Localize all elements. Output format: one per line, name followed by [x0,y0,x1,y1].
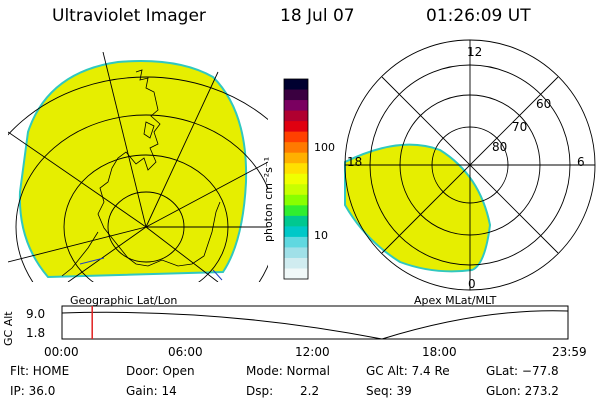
lat-label-60: 60 [536,97,551,111]
altitude-xtick-1200: 12:00 [295,345,330,359]
colorbar-segment [284,257,308,269]
colorbar-segment [284,142,308,154]
apex-polar-map: 12 18 6 0 60 70 80 [344,39,596,291]
colorbar-segment [284,89,308,101]
altitude-xtick-0000: 00:00 [44,345,79,359]
geographic-map [8,52,268,282]
instrument-title: Ultraviolet Imager [52,6,206,26]
status-glat: GLat: −77.8 [486,364,559,378]
geo-map-label: Geographic Lat/Lon [70,294,178,307]
altitude-xtick-1800: 18:00 [422,345,457,359]
colorbar-segment [284,110,308,122]
colorbar-segment [284,194,308,206]
colorbar-segment [284,247,308,259]
colorbar-segment [284,121,308,133]
mlt-label-0: 0 [468,277,476,291]
status-glon: GLon: 273.2 [486,384,559,398]
colorbar-unit-label: photon cm⁻²s⁻¹ [262,156,275,242]
colorbar-tick-10: 10 [314,229,328,242]
altitude-plot [61,305,569,340]
colorbar-segment [284,79,308,91]
status-dsp-value: 2.2 [300,384,320,398]
lat-label-70: 70 [512,120,527,134]
status-dsp-label: Dsp: [246,384,274,398]
colorbar-segment [284,173,308,185]
lat-label-80: 80 [492,140,507,154]
mlt-label-18: 18 [347,155,362,169]
status-gc-alt: GC Alt: 7.4 Re [366,364,450,378]
altitude-ytick-low: 1.8 [26,326,46,340]
status-gain: Gain: 14 [126,384,177,398]
colorbar-segment [284,215,308,227]
color-scale-bar [283,78,309,280]
colorbar-segment [284,205,308,217]
colorbar-tick-100: 100 [314,141,335,154]
altitude-ytick-high: 9.0 [26,307,46,321]
altitude-xtick-0600: 06:00 [168,345,203,359]
status-ip: IP: 36.0 [10,384,56,398]
time-label: 01:26:09 UT [426,6,531,26]
colorbar-segment [284,152,308,164]
auroral-fill-geo [18,60,248,279]
apex-map-label: Apex MLat/MLT [414,294,497,307]
status-flt: Flt: HOME [10,364,70,378]
mlt-label-6: 6 [577,155,585,169]
status-seq: Seq: 39 [366,384,412,398]
mlt-label-12: 12 [467,45,482,59]
auroral-fill-apex [344,143,492,273]
colorbar-segment [284,100,308,112]
altitude-xtick-2359: 23:59 [552,345,587,359]
colorbar-segment [284,236,308,248]
colorbar-segment [284,131,308,143]
altitude-ylabel: GC Alt [2,311,15,346]
colorbar-segment [284,184,308,196]
colorbar-segment [284,163,308,175]
colorbar-segment [284,226,308,238]
status-mode: Mode: Normal [246,364,330,378]
status-door: Door: Open [126,364,195,378]
colorbar-segment [284,268,308,280]
date-label: 18 Jul 07 [280,6,355,26]
